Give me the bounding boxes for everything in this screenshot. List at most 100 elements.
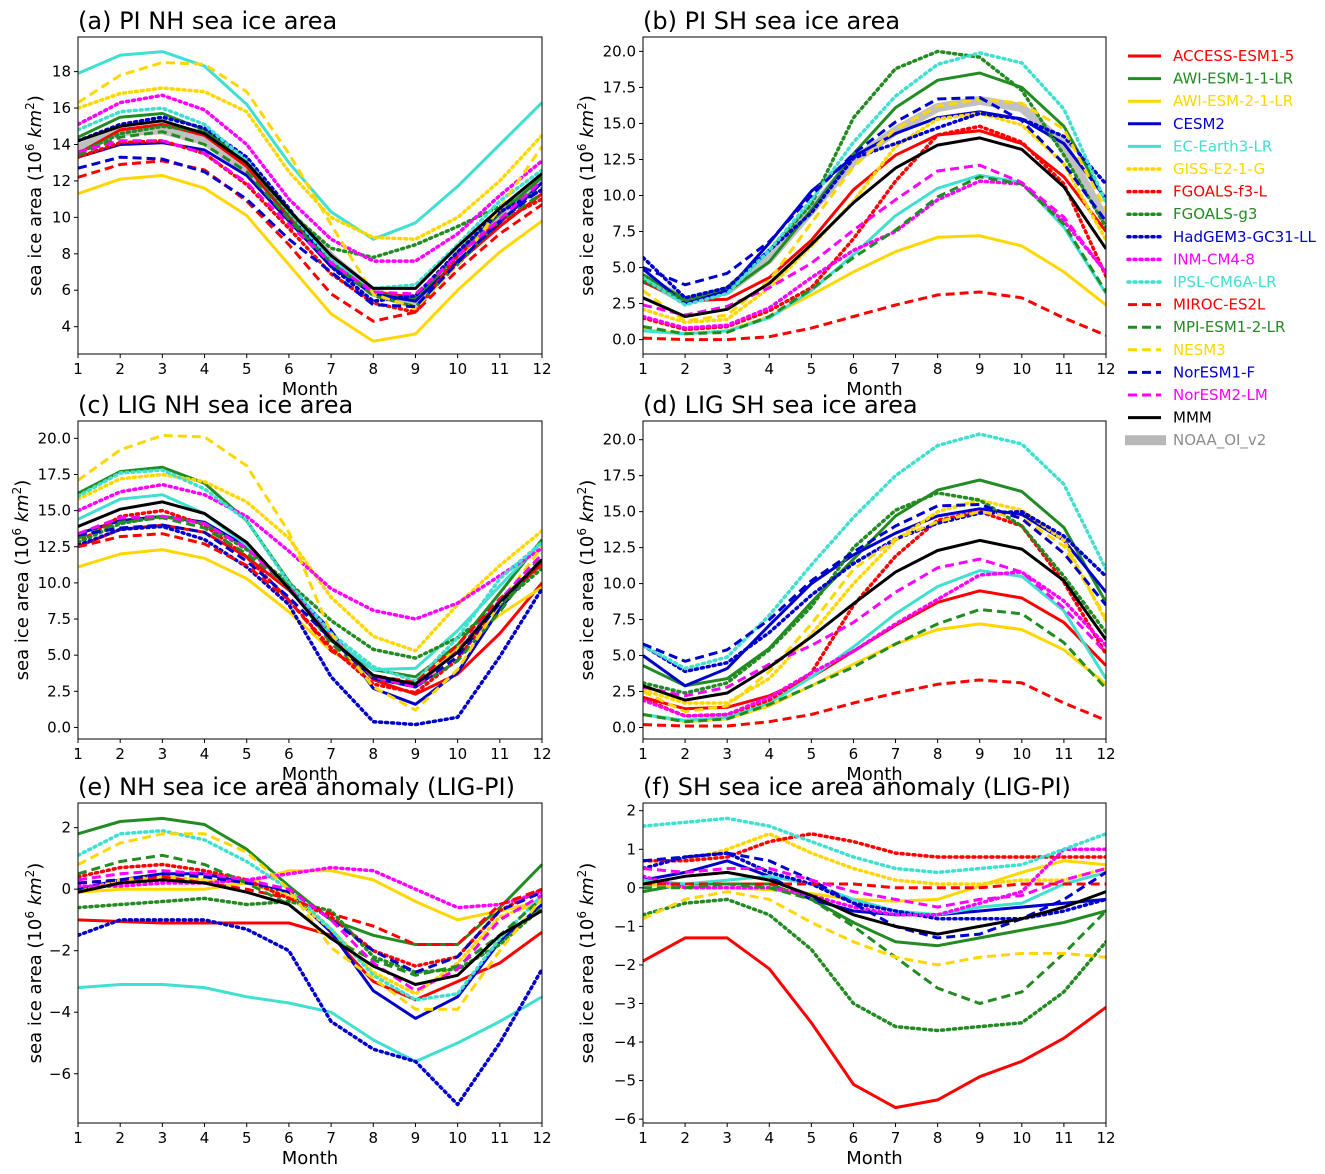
x-tick-label: 3	[158, 360, 168, 378]
y-tick-label: 17.5	[603, 78, 636, 96]
x-tick-label: 8	[933, 745, 943, 763]
y-tick-label: −4	[614, 1033, 636, 1051]
y-axis-label: sea ice area (106 km2)	[23, 95, 46, 296]
x-tick-label: 2	[680, 1129, 690, 1147]
x-tick-label: 7	[326, 745, 336, 763]
y-tick-label: 0.0	[612, 331, 636, 349]
series-line-giss-e2-1-g	[78, 86, 542, 241]
x-tick-label: 9	[411, 360, 421, 378]
x-tick-label: 4	[764, 360, 774, 378]
x-tick-label: 8	[933, 1129, 943, 1147]
series-line-access-esm1-5	[78, 122, 542, 299]
y-tick-label: 6	[61, 281, 71, 299]
series-line-miroc-es2l	[643, 678, 1106, 728]
y-tick-label: −2	[614, 956, 636, 974]
panel-title: (c) LIG NH sea ice area	[78, 391, 353, 419]
x-tick-label: 5	[807, 360, 817, 378]
x-tick-label: 7	[891, 360, 901, 378]
x-tick-label: 10	[448, 360, 467, 378]
series-line-mpi-esm1-2-lr	[643, 882, 1106, 1005]
x-tick-label: 12	[1096, 1129, 1115, 1147]
legend-item: EC-Earth3-LR	[1128, 137, 1272, 155]
series-line-noresm1-f	[643, 503, 1106, 663]
series-line-noresm1-f	[643, 96, 1106, 287]
y-tick-label: 0.0	[612, 718, 636, 736]
series-line-noresm2-lm	[78, 869, 542, 993]
x-tick-label: 9	[411, 1129, 421, 1147]
series-line-mpi-esm1-2-lr	[643, 608, 1106, 724]
y-tick-label: 12	[52, 172, 71, 190]
x-tick-label: 3	[158, 1129, 168, 1147]
legend-label: AWI-ESM-1-1-LR	[1173, 70, 1293, 88]
y-tick-label: 14	[52, 135, 71, 153]
series-line-nesm3	[78, 434, 542, 712]
y-tick-label: 2.5	[612, 683, 636, 701]
x-tick-label: 3	[722, 1129, 732, 1147]
x-tick-label: 10	[1012, 745, 1031, 763]
y-tick-label: 15.0	[603, 503, 636, 521]
series-line-mmm	[78, 119, 542, 290]
y-axis-label: sea ice area (106 km2)	[10, 480, 33, 681]
series-line-access-esm1-5	[78, 918, 542, 1002]
series-line-fgoals-g3	[643, 897, 1106, 1033]
y-tick-label: 0	[61, 880, 71, 898]
x-tick-label: 3	[722, 745, 732, 763]
y-tick-label: 2.5	[47, 682, 71, 700]
y-tick-label: 20.0	[603, 431, 636, 449]
y-tick-label: 2.5	[612, 295, 636, 313]
series-line-inm-cm4-8	[643, 179, 1106, 330]
x-tick-label: 6	[849, 360, 859, 378]
x-tick-label: 2	[115, 745, 125, 763]
series-line-fgoals-g3	[78, 514, 542, 660]
legend-label: NOAA_OI_v2	[1173, 431, 1266, 450]
x-tick-label: 7	[326, 360, 336, 378]
x-tick-label: 11	[490, 360, 509, 378]
legend-label: CESM2	[1173, 115, 1225, 133]
series-line-fgoals-g3	[643, 49, 1106, 303]
y-tick-label: 2	[626, 802, 636, 820]
series-line-ipsl-cm6a-lr	[643, 51, 1106, 307]
legend-label: MIROC-ES2L	[1173, 296, 1266, 314]
y-tick-label: 4	[61, 318, 71, 336]
legend-item: NorESM2-LM	[1128, 386, 1268, 404]
series-line-inm-cm4-8	[78, 865, 542, 910]
y-tick-label: 10.0	[603, 187, 636, 205]
x-axis-label: Month	[282, 1148, 338, 1169]
x-tick-label: 5	[242, 745, 252, 763]
legend-item: IPSL-CM6A-LR	[1126, 273, 1277, 291]
series-line-miroc-es2l	[78, 159, 542, 323]
x-tick-label: 8	[368, 360, 378, 378]
x-tick-label: 7	[326, 1129, 336, 1147]
x-axis-label: Month	[846, 764, 902, 785]
series-line-giss-e2-1-g	[643, 832, 1106, 886]
axes-frame	[642, 802, 1107, 1124]
x-tick-label: 7	[891, 1129, 901, 1147]
legend-item: AWI-ESM-1-1-LR	[1128, 70, 1293, 88]
y-axis-label: sea ice area (106 km2)	[575, 95, 598, 296]
y-tick-label: 10	[52, 208, 71, 226]
y-tick-label: 18	[52, 63, 71, 81]
x-tick-label: 5	[807, 745, 817, 763]
y-tick-label: 5.0	[612, 647, 636, 665]
series-line-inm-cm4-8	[78, 93, 542, 263]
series-line-giss-e2-1-g	[643, 111, 1106, 325]
x-tick-label: 9	[975, 360, 985, 378]
series-line-miroc-es2l	[78, 875, 542, 946]
x-tick-label: 1	[638, 360, 648, 378]
legend-label: INM-CM4-8	[1173, 250, 1255, 268]
series-line-ec-earth3-lr	[78, 50, 542, 241]
y-tick-label: 7.5	[612, 611, 636, 629]
legend-label: HadGEM3-GC31-LL	[1173, 228, 1316, 246]
y-tick-label: 0.0	[47, 718, 71, 736]
y-tick-label: 5.0	[47, 646, 71, 664]
series-line-noresm2-lm	[643, 557, 1106, 698]
x-tick-label: 5	[242, 1129, 252, 1147]
x-axis-label: Month	[282, 764, 338, 785]
series-line-nesm3	[643, 97, 1106, 323]
series-line-ipsl-cm6a-lr	[78, 468, 542, 683]
x-tick-label: 6	[284, 1129, 294, 1147]
series-line-awi-esm-2-1-lr	[78, 174, 542, 343]
